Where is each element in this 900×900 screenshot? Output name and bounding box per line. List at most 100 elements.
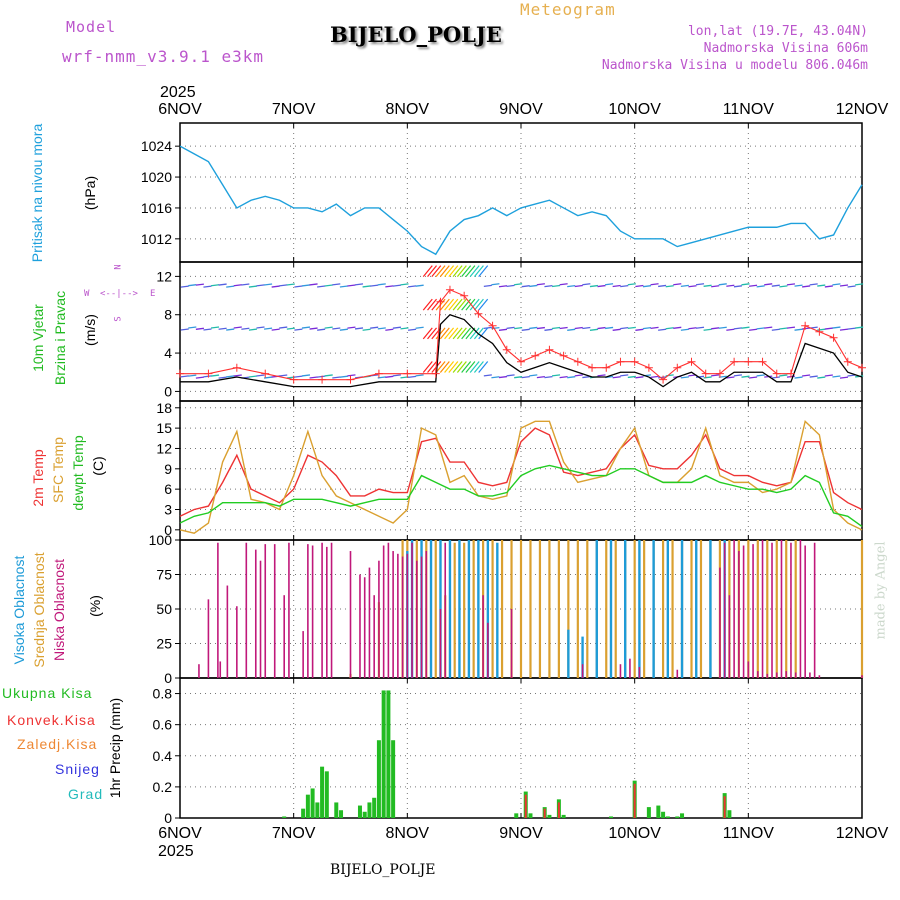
wind-arrow-strong bbox=[478, 265, 489, 277]
wind-arrow bbox=[551, 374, 561, 377]
wind-arrow bbox=[536, 326, 545, 330]
wind-arrow bbox=[726, 284, 735, 287]
wind-arrow-strong bbox=[422, 327, 433, 340]
wind-gust-marker bbox=[858, 363, 866, 372]
wind-arrow bbox=[673, 326, 682, 329]
wind-gust-marker bbox=[436, 297, 445, 306]
chart-title: Meteogram bbox=[520, 0, 616, 19]
wind-arrow bbox=[847, 374, 856, 377]
wind-gust-marker bbox=[261, 369, 270, 378]
y-tick-label: 12 bbox=[156, 440, 172, 456]
wind-west-label: W bbox=[84, 289, 90, 299]
wind-speed-line bbox=[180, 313, 863, 388]
precip-total-bar bbox=[727, 810, 732, 818]
wind-arrow bbox=[362, 328, 371, 331]
wind-arrow bbox=[635, 284, 644, 288]
wind-arrow bbox=[695, 375, 705, 378]
wind-arrow bbox=[551, 284, 561, 288]
wind-arrow bbox=[802, 374, 811, 377]
wind-arrow bbox=[650, 375, 659, 379]
wind-arrow bbox=[756, 285, 765, 288]
wind-arrow bbox=[726, 376, 735, 379]
y-tick-label: 3 bbox=[164, 501, 172, 517]
precip-total-bar bbox=[528, 813, 533, 818]
y-tick-label: 25 bbox=[156, 636, 172, 652]
wind-arrow-strong bbox=[422, 265, 433, 277]
y-tick-label: 0.8 bbox=[153, 686, 173, 702]
wind-arrow bbox=[680, 328, 689, 331]
precip-legend-freezing: Zaledj.Kisa bbox=[17, 736, 98, 752]
precip-total-bar bbox=[381, 690, 386, 818]
wind-arrow bbox=[809, 283, 818, 286]
wind-arrow bbox=[741, 326, 750, 329]
wind-arrow bbox=[385, 285, 394, 288]
wind-arrow-strong bbox=[465, 361, 476, 373]
wind-arrow bbox=[620, 326, 629, 330]
wind-arrow bbox=[256, 284, 265, 287]
wind-arrow bbox=[832, 375, 841, 378]
wind-arrow bbox=[407, 375, 417, 379]
date-label-bottom: 8NOV bbox=[386, 825, 430, 842]
wind-arrow bbox=[210, 284, 220, 287]
wind-arrow bbox=[286, 327, 295, 330]
wind-arrow bbox=[324, 374, 333, 377]
wind-arrow bbox=[324, 284, 333, 287]
wind-gust-marker bbox=[289, 375, 298, 384]
wind-arrow bbox=[574, 284, 583, 288]
wind-arrow-strong bbox=[448, 298, 459, 311]
wind-arrow bbox=[748, 376, 758, 379]
y-tick-label: 9 bbox=[164, 461, 172, 477]
footer-station: BIJELO_POLJE bbox=[330, 862, 436, 878]
precip-total-bar bbox=[656, 805, 661, 818]
wind-arrow-strong bbox=[427, 327, 438, 340]
wind-arrow bbox=[218, 283, 227, 286]
wind-arrow bbox=[188, 326, 197, 329]
wind-arrow bbox=[514, 326, 523, 330]
wind-arrow bbox=[332, 376, 341, 379]
wind-arrow bbox=[498, 328, 508, 331]
precip-total-bar bbox=[315, 802, 320, 818]
wind-arrow bbox=[711, 327, 720, 330]
wind-arrow-strong bbox=[444, 298, 455, 311]
wind-arrow bbox=[695, 326, 705, 329]
wind-arrow bbox=[756, 374, 765, 377]
wind-arrow bbox=[188, 284, 197, 287]
wind-arrow bbox=[733, 374, 742, 377]
date-label-top: 11NOV bbox=[723, 101, 775, 118]
wind-gust-marker bbox=[545, 345, 554, 354]
wind-arrow bbox=[642, 327, 652, 330]
precip-total-bar bbox=[339, 810, 344, 818]
wind-arrow bbox=[203, 328, 212, 331]
wind-arrow-strong bbox=[439, 327, 450, 340]
wind-arrow bbox=[703, 376, 712, 379]
wind-arrow-strong bbox=[427, 361, 438, 373]
precip-total-bar bbox=[675, 816, 680, 818]
wind-arrow-strong bbox=[431, 327, 442, 340]
wind-arrow bbox=[824, 327, 833, 330]
elevation-label: Nadmorska Visina 606m bbox=[703, 41, 868, 56]
wind-arrow bbox=[627, 326, 636, 330]
wind-gust-marker bbox=[531, 351, 540, 360]
wind-arrow bbox=[620, 374, 629, 377]
temp-dewpt-line bbox=[179, 464, 863, 528]
wind-arrow-strong bbox=[478, 298, 489, 311]
wind-gust-marker bbox=[644, 363, 653, 372]
precip-total-bar bbox=[320, 766, 325, 818]
wind-arrow-strong bbox=[478, 361, 489, 373]
wind-arrow bbox=[332, 327, 341, 330]
wind-gust-marker bbox=[573, 357, 582, 366]
wind-arrow bbox=[544, 328, 553, 331]
precip-convective-bar bbox=[557, 802, 560, 818]
wind-arrow bbox=[294, 328, 303, 331]
wind-gust-marker bbox=[232, 363, 241, 372]
year-label-bottom: 2025 bbox=[158, 843, 194, 860]
wind-arrow bbox=[521, 285, 530, 288]
wind-arrow bbox=[415, 374, 424, 377]
wind-arrow bbox=[726, 328, 735, 331]
wind-arrow bbox=[855, 326, 864, 329]
wind-arrow bbox=[317, 328, 326, 331]
wind-arrow-strong bbox=[456, 265, 467, 277]
precip-total-bar bbox=[310, 788, 315, 818]
wind-gust-marker bbox=[673, 363, 682, 372]
wind-gust-marker bbox=[176, 369, 184, 378]
